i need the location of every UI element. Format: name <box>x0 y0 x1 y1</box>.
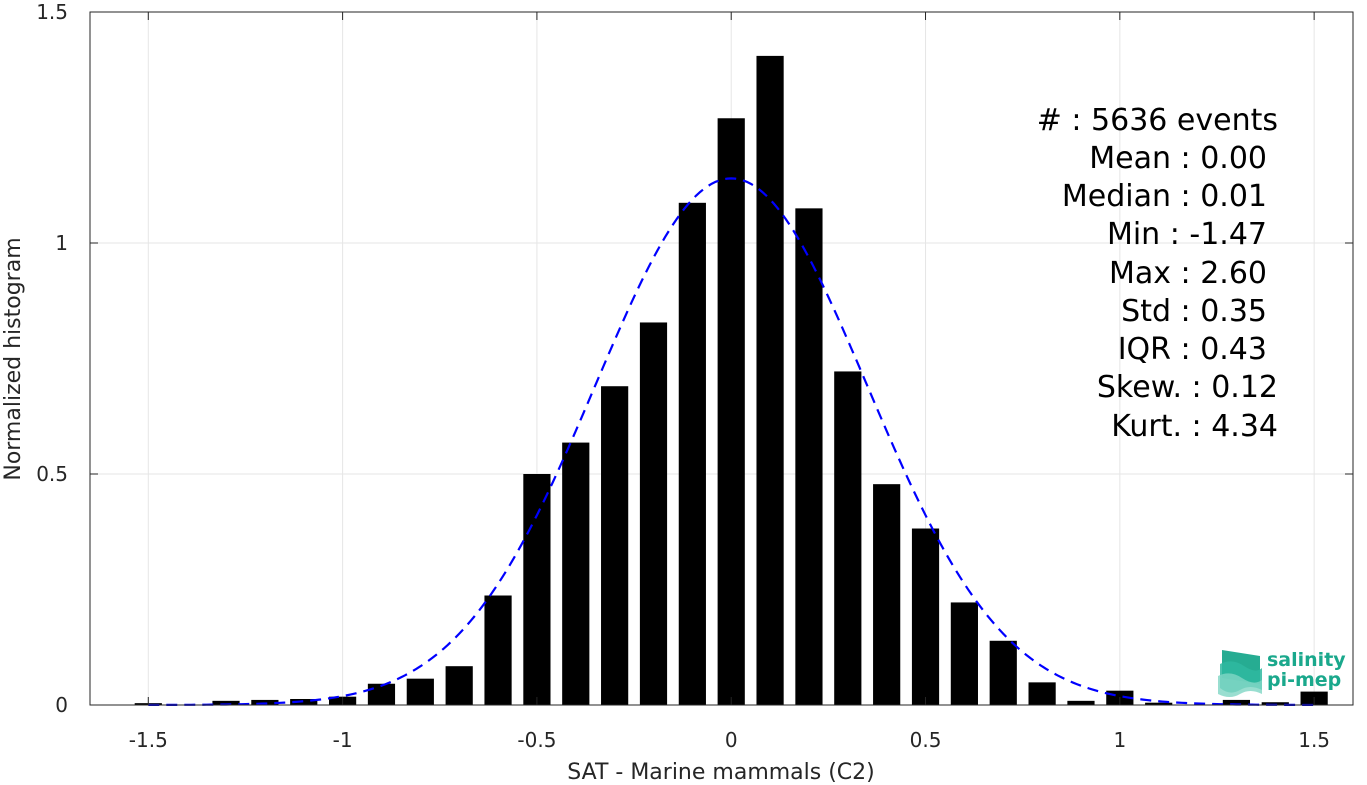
y-tick-labels: 0 0.5 1 1.5 <box>36 0 68 717</box>
y-tick-label: 0 <box>55 693 68 717</box>
stats-max: Max : 2.60 <box>1109 256 1267 291</box>
histogram-bar <box>756 55 784 705</box>
stats-std: Std : 0.35 <box>1121 294 1267 329</box>
histogram-bar <box>1261 702 1289 705</box>
histogram-bar <box>989 640 1017 705</box>
gaussian-fit-curve <box>148 177 1315 707</box>
histogram-bar <box>290 698 318 705</box>
salinity-pimep-logo: salinity pi-mep <box>1218 649 1346 697</box>
histogram-bar <box>678 202 706 705</box>
histogram-bar <box>367 683 396 705</box>
histogram-bar <box>1028 682 1056 705</box>
histogram-bar <box>795 208 823 705</box>
histogram-bar <box>950 602 978 705</box>
logo-line2: pi-mep <box>1267 669 1341 691</box>
x-tick-labels: -1.5 -1 -0.5 0 0.5 1 1.5 <box>129 728 1330 752</box>
x-tick-label: -1.5 <box>129 728 168 752</box>
x-tick-label: 1.5 <box>1298 728 1330 752</box>
histogram-bar <box>406 678 434 705</box>
histogram-bar <box>1145 702 1173 705</box>
x-axis-label: SAT - Marine mammals (C2) <box>567 760 875 785</box>
axes <box>89 11 1354 706</box>
histogram-bar <box>639 322 668 705</box>
stats-skew: Skew. : 0.12 <box>1097 370 1278 405</box>
stats-mean: Mean : 0.00 <box>1089 141 1267 176</box>
stats-iqr: IQR : 0.43 <box>1118 332 1267 367</box>
histogram-bar <box>873 484 901 705</box>
y-tick-label: 1.5 <box>36 0 68 24</box>
stats-min: Min : -1.47 <box>1107 217 1267 252</box>
histogram-bar <box>601 386 629 705</box>
histogram-bar <box>523 474 551 705</box>
histogram-bar <box>1222 699 1251 705</box>
histogram-bar <box>445 666 473 705</box>
x-tick-label: -1 <box>333 728 353 752</box>
histogram-bar <box>1067 700 1095 705</box>
stats-median: Median : 0.01 <box>1062 179 1267 214</box>
stats-box: # : 5636 events Mean : 0.00 Median : 0.0… <box>1037 103 1278 444</box>
histogram-bar <box>834 371 862 705</box>
x-tick-label: 0 <box>725 728 738 752</box>
axes-box <box>89 11 1354 706</box>
x-tick-label: 1 <box>1113 728 1126 752</box>
stats-events: # : 5636 events <box>1037 103 1278 138</box>
y-tick-label: 0.5 <box>36 462 68 486</box>
x-tick-label: -0.5 <box>517 728 556 752</box>
histogram-bar <box>911 528 940 705</box>
y-axis-label: Normalized histogram <box>1 237 26 480</box>
y-tick-label: 1 <box>55 231 68 255</box>
stats-kurt: Kurt. : 4.34 <box>1111 409 1278 444</box>
histogram-bar <box>562 442 590 705</box>
histogram-bar <box>484 595 512 705</box>
histogram-bar <box>717 118 745 705</box>
histogram-bar <box>212 700 240 705</box>
x-tick-label: 0.5 <box>910 728 942 752</box>
logo-line1: salinity <box>1267 649 1346 671</box>
wave-logo-icon <box>1218 650 1262 697</box>
